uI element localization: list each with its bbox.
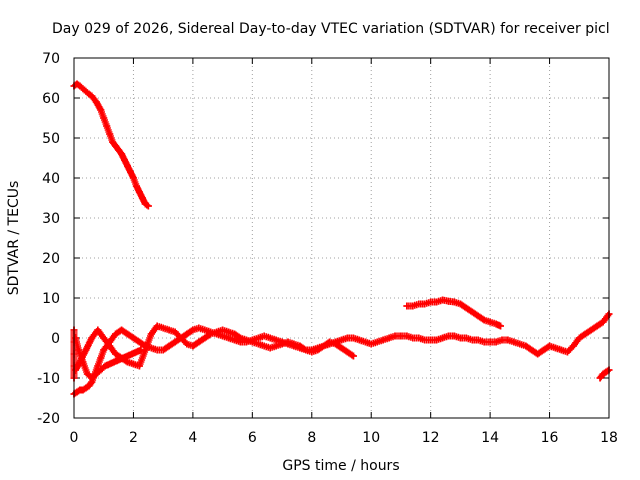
y-tick-label: 0 <box>51 331 60 347</box>
data-point-cloud <box>403 296 504 330</box>
x-tick-label: 10 <box>362 430 380 446</box>
x-tick-label: 14 <box>481 430 499 446</box>
y-tick-label: 30 <box>42 211 60 227</box>
y-tick-label: 70 <box>42 51 60 67</box>
x-tick-label: 6 <box>248 430 257 446</box>
data-points <box>70 80 613 398</box>
series-low-variation-b <box>72 322 357 374</box>
series-early-loop <box>72 334 145 382</box>
x-tick-label: 2 <box>129 430 138 446</box>
x-tick-label: 0 <box>70 430 79 446</box>
y-axis-label: SDTVAR / TECUs <box>6 181 22 296</box>
x-tick-label: 16 <box>541 430 559 446</box>
tick-labels: 0 2 4 6 8 10 12 14 16 18 -20 -10 0 10 20 30 40 50 60 70 <box>37 51 618 446</box>
x-axis-label: GPS time / hours <box>282 458 399 474</box>
x-tick-label: 4 <box>188 430 197 446</box>
y-tick-label: 10 <box>42 291 60 307</box>
x-tick-label: 18 <box>600 430 618 446</box>
chart-title: Day 029 of 2026, Sidereal Day-to-day VTE… <box>52 21 610 37</box>
y-tick-label: 40 <box>42 171 60 187</box>
y-tick-label: -10 <box>37 371 60 387</box>
x-tick-label: 8 <box>307 430 316 446</box>
series-late-low <box>596 366 613 382</box>
y-tick-label: 60 <box>42 91 60 107</box>
series-midday-bump <box>403 296 504 330</box>
x-tick-label: 12 <box>422 430 440 446</box>
y-tick-label: 20 <box>42 251 60 267</box>
plot-frame <box>73 57 610 419</box>
grid-lines <box>74 58 609 418</box>
y-tick-label: -20 <box>37 411 60 427</box>
y-tick-label: 50 <box>42 131 60 147</box>
